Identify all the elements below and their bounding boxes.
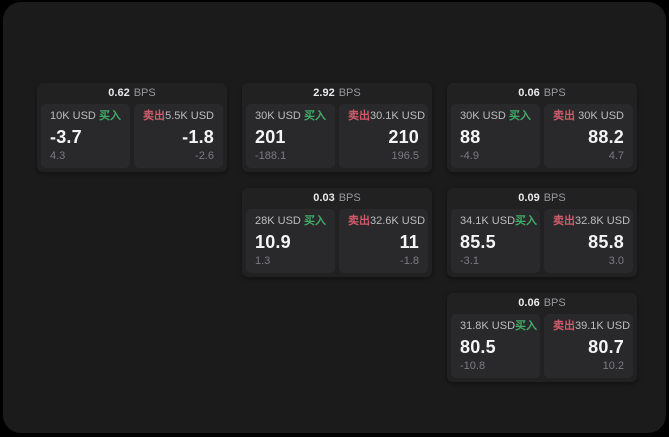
bps-value: 0.06: [518, 297, 540, 309]
buy-delta: 1.3: [255, 255, 271, 267]
card-header: 0.06 BPS: [447, 293, 637, 314]
quotes-board: 0.62 BPS 10K USD 买入 -3.7 4.3 卖出 5.5K USD…: [3, 2, 666, 433]
buy-price: 201: [255, 126, 286, 147]
buy-tile[interactable]: 28K USD 买入 10.9 1.3: [246, 209, 335, 273]
buy-tile[interactable]: 30K USD 买入 201 -188.1: [246, 104, 335, 168]
buy-delta: -4.9: [460, 150, 479, 162]
card-header: 0.09 BPS: [447, 188, 637, 209]
buy-amount: 30K USD: [255, 110, 301, 122]
sell-tile[interactable]: 卖出 30K USD 88.2 4.7: [544, 104, 633, 168]
sell-price: 11: [399, 231, 419, 252]
sell-tile[interactable]: 卖出 39.1K USD 80.7 10.2: [544, 314, 633, 378]
buy-tile[interactable]: 30K USD 买入 88 -4.9: [451, 104, 540, 168]
sell-tile[interactable]: 卖出 30.1K USD 210 196.5: [339, 104, 428, 168]
bps-value: 0.62: [108, 87, 130, 99]
bps-unit-label: BPS: [338, 87, 361, 99]
buy-side-label: 买入: [304, 110, 326, 122]
cards-grid: 0.62 BPS 10K USD 买入 -3.7 4.3 卖出 5.5K USD…: [37, 83, 637, 382]
buy-tile[interactable]: 31.8K USD 买入 80.5 -10.8: [451, 314, 540, 378]
bps-unit-label: BPS: [133, 87, 156, 99]
card-body: 28K USD 买入 10.9 1.3 卖出 32.6K USD 11 -1.8: [242, 209, 432, 277]
sell-price: 88.2: [588, 126, 624, 147]
buy-tile[interactable]: 34.1K USD 买入 85.5 -3.1: [451, 209, 540, 273]
sell-amount: 30K USD: [578, 110, 624, 122]
buy-price: 10.9: [255, 231, 291, 252]
sell-side-label: 卖出: [553, 215, 575, 227]
bps-unit-label: BPS: [543, 297, 566, 309]
sell-side-label: 卖出: [143, 110, 165, 122]
sell-price: 210: [388, 126, 419, 147]
sell-amount: 32.6K USD: [370, 215, 426, 227]
buy-amount: 30K USD: [460, 110, 506, 122]
bps-value: 2.92: [313, 87, 335, 99]
sell-side-label: 卖出: [553, 110, 575, 122]
bps-value: 0.06: [518, 87, 540, 99]
card-body: 34.1K USD 买入 85.5 -3.1 卖出 32.8K USD 85.8…: [447, 209, 637, 277]
buy-delta: 4.3: [50, 150, 66, 162]
card-body: 10K USD 买入 -3.7 4.3 卖出 5.5K USD -1.8 -2.…: [37, 104, 227, 172]
sell-amount: 5.5K USD: [165, 110, 214, 122]
sell-delta: -2.6: [195, 150, 214, 162]
quote-card: 0.09 BPS 34.1K USD 买入 85.5 -3.1 卖出 32.8K…: [447, 188, 637, 277]
buy-side-label: 买入: [99, 110, 121, 122]
sell-amount: 32.8K USD: [575, 215, 631, 227]
buy-tile[interactable]: 10K USD 买入 -3.7 4.3: [41, 104, 130, 168]
card-header: 0.62 BPS: [37, 83, 227, 104]
bps-value: 0.03: [313, 192, 335, 204]
card-body: 30K USD 买入 88 -4.9 卖出 30K USD 88.2 4.7: [447, 104, 637, 172]
sell-tile[interactable]: 卖出 32.6K USD 11 -1.8: [339, 209, 428, 273]
buy-amount: 31.8K USD: [460, 320, 516, 332]
bps-value: 0.09: [518, 192, 540, 204]
buy-side-label: 买入: [509, 110, 531, 122]
buy-price: 85.5: [460, 231, 496, 252]
buy-delta: -188.1: [255, 150, 287, 162]
sell-side-label: 卖出: [348, 215, 370, 227]
buy-delta: -10.8: [460, 360, 486, 372]
sell-price: -1.8: [182, 126, 214, 147]
quote-card: 2.92 BPS 30K USD 买入 201 -188.1 卖出 30.1K …: [242, 83, 432, 172]
buy-side-label: 买入: [304, 215, 326, 227]
quote-card: 0.03 BPS 28K USD 买入 10.9 1.3 卖出 32.6K US…: [242, 188, 432, 277]
quote-card: 0.06 BPS 30K USD 买入 88 -4.9 卖出 30K USD 8…: [447, 83, 637, 172]
sell-tile[interactable]: 卖出 5.5K USD -1.8 -2.6: [134, 104, 223, 168]
card-header: 0.06 BPS: [447, 83, 637, 104]
buy-amount: 28K USD: [255, 215, 301, 227]
quote-card: 0.06 BPS 31.8K USD 买入 80.5 -10.8 卖出 39.1…: [447, 293, 637, 382]
sell-tile[interactable]: 卖出 32.8K USD 85.8 3.0: [544, 209, 633, 273]
sell-amount: 30.1K USD: [370, 110, 426, 122]
card-header: 2.92 BPS: [242, 83, 432, 104]
card-header: 0.03 BPS: [242, 188, 432, 209]
sell-side-label: 卖出: [348, 110, 370, 122]
buy-side-label: 买入: [515, 320, 538, 332]
quote-card: 0.62 BPS 10K USD 买入 -3.7 4.3 卖出 5.5K USD…: [37, 83, 227, 172]
bps-unit-label: BPS: [543, 192, 566, 204]
sell-delta: 3.0: [608, 255, 624, 267]
sell-price: 80.7: [588, 336, 624, 357]
card-body: 30K USD 买入 201 -188.1 卖出 30.1K USD 210 1…: [242, 104, 432, 172]
card-body: 31.8K USD 买入 80.5 -10.8 卖出 39.1K USD 80.…: [447, 314, 637, 382]
sell-amount: 39.1K USD: [575, 320, 631, 332]
bps-unit-label: BPS: [338, 192, 361, 204]
bps-unit-label: BPS: [543, 87, 566, 99]
buy-amount: 10K USD: [50, 110, 96, 122]
buy-price: 80.5: [460, 336, 496, 357]
sell-delta: -1.8: [400, 255, 419, 267]
sell-delta: 4.7: [608, 150, 624, 162]
buy-price: -3.7: [50, 126, 82, 147]
sell-side-label: 卖出: [553, 320, 575, 332]
buy-delta: -3.1: [460, 255, 479, 267]
buy-amount: 34.1K USD: [460, 215, 516, 227]
buy-price: 88: [460, 126, 481, 147]
buy-side-label: 买入: [515, 215, 538, 227]
sell-price: 85.8: [588, 231, 624, 252]
sell-delta: 196.5: [391, 150, 419, 162]
sell-delta: 10.2: [602, 360, 624, 372]
